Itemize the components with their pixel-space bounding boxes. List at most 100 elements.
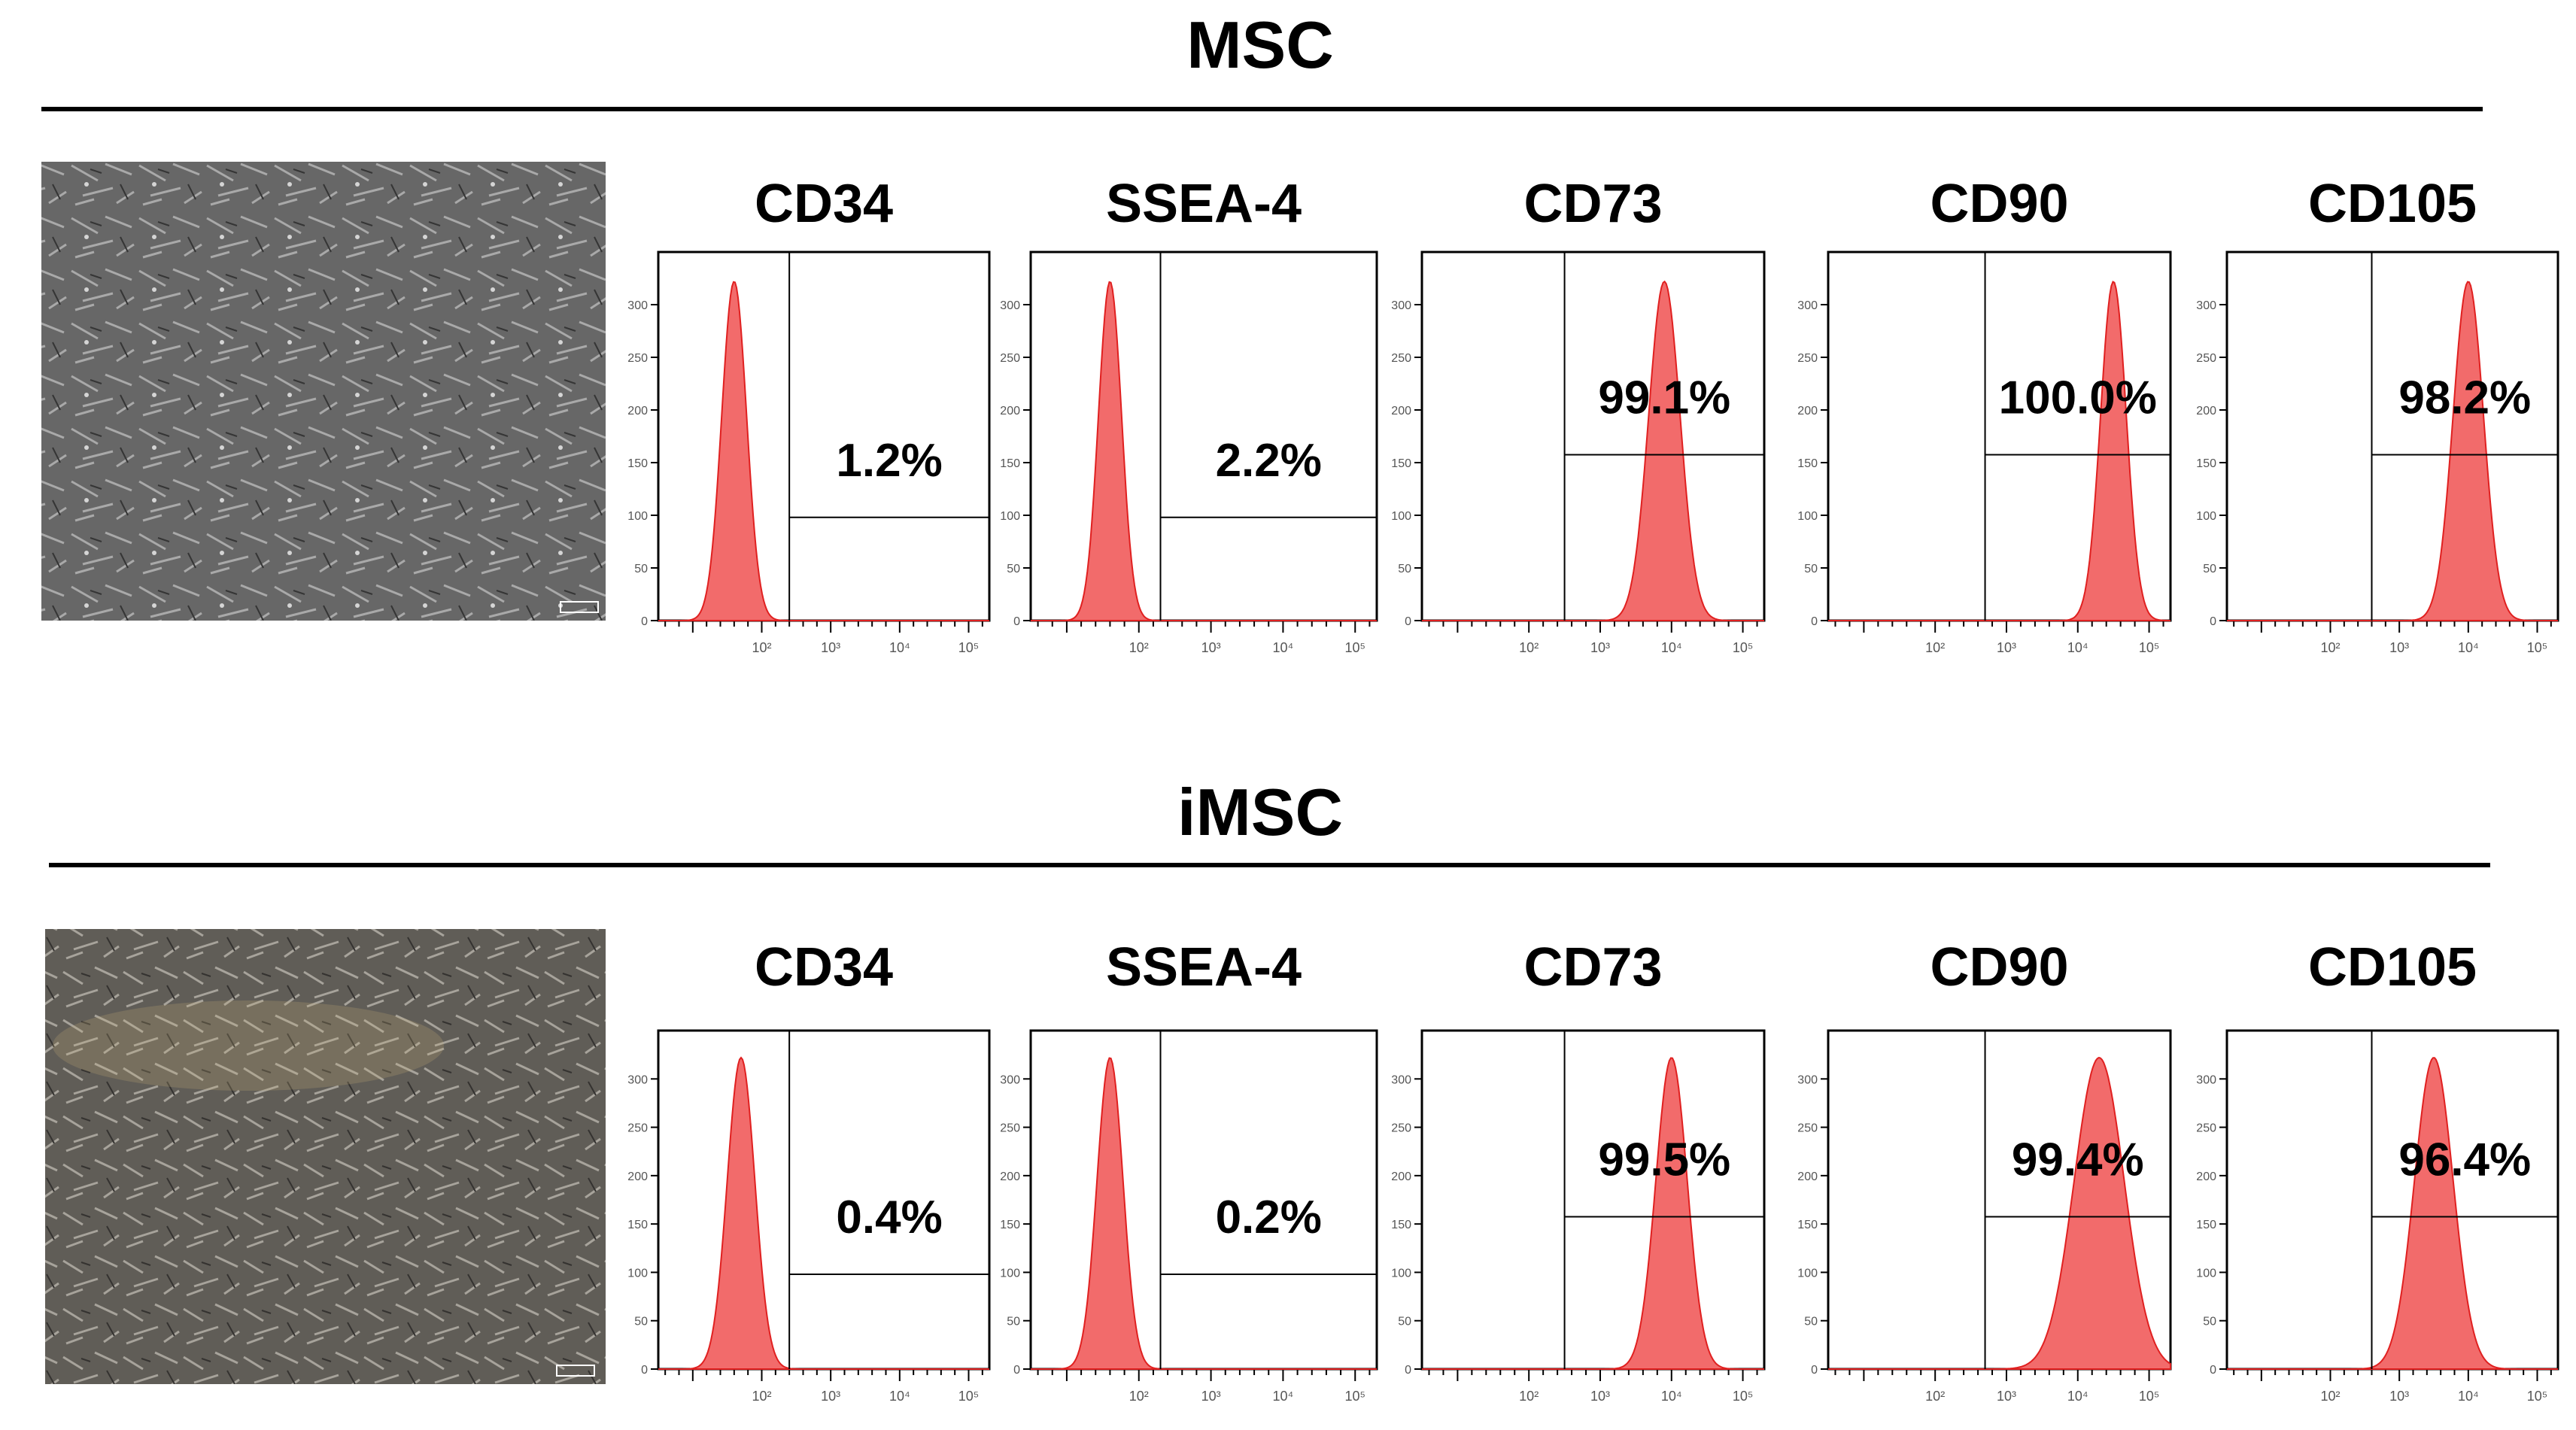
y-tick-label: 150 bbox=[1000, 457, 1020, 470]
x-tick-label: 10⁵ bbox=[958, 640, 979, 655]
y-tick-label: 200 bbox=[1000, 1170, 1020, 1183]
y-tick-label: 200 bbox=[1797, 1170, 1818, 1183]
y-tick-label: 300 bbox=[1391, 1073, 1411, 1086]
x-tick-label: 10⁵ bbox=[1345, 640, 1365, 655]
x-tick-label: 10⁴ bbox=[1661, 1389, 1682, 1404]
x-tick-label: 10⁴ bbox=[1273, 1389, 1294, 1404]
histogram-panels: CD34 0 50 100 150 200 250 300 10² 10³ 10⁴ 10⁵ 1.2% SS… bbox=[627, 174, 2559, 1404]
y-tick-label: 150 bbox=[1391, 1219, 1411, 1231]
histogram-msc-cd73: CD73 0 50 100 150 200 250 300 10² 10³ 10⁴ 10⁵ 99.1% bbox=[1391, 174, 1766, 655]
y-tick-label: 200 bbox=[627, 1170, 648, 1183]
histogram-msc-ssea-4: SSEA-4 0 50 100 150 200 250 300 10² 10³ 10⁴ 10⁵ 2.2% bbox=[1000, 174, 1378, 655]
gate-percent-label: 99.5% bbox=[1598, 1134, 1730, 1186]
y-tick-label: 200 bbox=[1000, 405, 1020, 417]
y-tick-label: 150 bbox=[1391, 457, 1411, 470]
x-tick-label: 10² bbox=[1519, 640, 1539, 655]
gate-percent-label: 2.2% bbox=[1216, 435, 1322, 487]
histogram-msc-cd105: CD105 0 50 100 150 200 250 300 10² 10³ 10⁴ 10⁵ 98.2% bbox=[2196, 174, 2559, 655]
y-tick-label: 250 bbox=[1000, 352, 1020, 365]
y-tick-label: 50 bbox=[1007, 1316, 1020, 1328]
gate-percent-label: 1.2% bbox=[836, 435, 942, 487]
histogram-area bbox=[658, 281, 989, 621]
plot-frame bbox=[2225, 250, 2559, 622]
gate-percent-label: 98.2% bbox=[2398, 372, 2531, 424]
y-tick-label: 50 bbox=[1398, 563, 1411, 575]
y-tick-label: 300 bbox=[1391, 299, 1411, 312]
y-tick-label: 100 bbox=[2196, 1267, 2216, 1280]
y-tick-label: 50 bbox=[634, 1316, 648, 1328]
x-tick-label: 10² bbox=[1925, 1389, 1945, 1404]
marker-title: CD73 bbox=[1523, 937, 1662, 997]
histogram-imsc-cd90: CD90 0 50 100 150 200 250 300 10² 10³ 10⁴ 10⁵ 99.4% bbox=[1797, 937, 2172, 1404]
y-tick-label: 200 bbox=[1391, 1170, 1411, 1183]
histogram-area bbox=[658, 1056, 989, 1370]
marker-title: CD34 bbox=[755, 174, 893, 234]
plot-frame bbox=[1420, 250, 1766, 622]
marker-title: SSEA-4 bbox=[1106, 174, 1302, 234]
y-tick-label: 100 bbox=[1391, 510, 1411, 523]
x-tick-label: 10⁵ bbox=[2139, 1389, 2159, 1404]
x-tick-label: 10⁴ bbox=[889, 640, 910, 655]
y-tick-label: 200 bbox=[1797, 405, 1818, 417]
x-tick-label: 10² bbox=[752, 640, 771, 655]
y-tick-label: 100 bbox=[627, 1267, 648, 1280]
plot-frame bbox=[1029, 1029, 1378, 1371]
x-tick-label: 10⁴ bbox=[2067, 640, 2088, 655]
panel-title-msc: MSC bbox=[1186, 8, 1334, 82]
micrograph-imsc bbox=[45, 929, 606, 1384]
histogram-imsc-cd105: CD105 0 50 100 150 200 250 300 10² 10³ 10⁴ 10⁵ 96.4% bbox=[2196, 937, 2559, 1404]
marker-title: CD105 bbox=[2308, 174, 2477, 234]
histogram-msc-cd90: CD90 0 50 100 150 200 250 300 10² 10³ 10⁴ 10⁵ 100.0% bbox=[1797, 174, 2172, 655]
plot-frame bbox=[1420, 1029, 1766, 1371]
y-tick-label: 150 bbox=[1797, 1219, 1818, 1231]
y-tick-label: 0 bbox=[2210, 1364, 2216, 1377]
x-tick-label: 10² bbox=[752, 1389, 771, 1404]
histogram-area bbox=[1031, 281, 1377, 621]
y-tick-label: 0 bbox=[1811, 1364, 1818, 1377]
y-tick-label: 300 bbox=[1000, 1073, 1020, 1086]
x-tick-label: 10² bbox=[1129, 1389, 1149, 1404]
x-tick-label: 10⁵ bbox=[2527, 640, 2547, 655]
histogram-area bbox=[2227, 281, 2558, 621]
histogram-area bbox=[1422, 1057, 1764, 1370]
x-tick-label: 10⁵ bbox=[958, 1389, 979, 1404]
y-tick-label: 150 bbox=[627, 1219, 648, 1231]
y-tick-label: 0 bbox=[1013, 1364, 1020, 1377]
y-tick-label: 150 bbox=[1000, 1219, 1020, 1231]
x-tick-label: 10³ bbox=[1590, 640, 1610, 655]
y-tick-label: 250 bbox=[2196, 352, 2216, 365]
y-tick-label: 200 bbox=[2196, 405, 2216, 417]
y-tick-label: 250 bbox=[627, 352, 648, 365]
y-tick-label: 100 bbox=[627, 510, 648, 523]
y-tick-label: 150 bbox=[2196, 1219, 2216, 1231]
y-tick-label: 50 bbox=[1804, 563, 1818, 575]
x-tick-label: 10² bbox=[1519, 1389, 1539, 1404]
histogram-imsc-ssea-4: SSEA-4 0 50 100 150 200 250 300 10² 10³ 10⁴ 10⁵ 0.2% bbox=[1000, 937, 1378, 1404]
marker-title: SSEA-4 bbox=[1106, 937, 1302, 997]
x-tick-label: 10⁵ bbox=[2139, 640, 2159, 655]
plot-frame bbox=[2225, 1029, 2559, 1371]
x-tick-label: 10³ bbox=[2389, 640, 2409, 655]
x-tick-label: 10⁴ bbox=[889, 1389, 910, 1404]
y-tick-label: 300 bbox=[1797, 1073, 1818, 1086]
y-tick-label: 50 bbox=[2203, 1316, 2216, 1328]
panel-title-imsc: iMSC bbox=[1177, 775, 1343, 849]
x-tick-label: 10⁵ bbox=[2527, 1389, 2547, 1404]
marker-title: CD73 bbox=[1523, 174, 1662, 234]
x-tick-label: 10³ bbox=[1590, 1389, 1610, 1404]
x-tick-label: 10⁴ bbox=[2067, 1389, 2088, 1404]
x-tick-label: 10³ bbox=[1997, 640, 2016, 655]
x-tick-label: 10² bbox=[1129, 640, 1149, 655]
y-tick-label: 250 bbox=[627, 1122, 648, 1135]
y-tick-label: 250 bbox=[1797, 1122, 1818, 1135]
y-tick-label: 50 bbox=[1007, 563, 1020, 575]
histogram-area bbox=[1422, 280, 1764, 621]
x-tick-label: 10⁵ bbox=[1345, 1389, 1365, 1404]
x-tick-label: 10³ bbox=[1997, 1389, 2016, 1404]
y-tick-label: 100 bbox=[1797, 1267, 1818, 1280]
x-tick-label: 10³ bbox=[1201, 640, 1221, 655]
y-tick-label: 300 bbox=[1797, 299, 1818, 312]
histogram-area bbox=[1031, 1057, 1377, 1370]
x-tick-label: 10⁴ bbox=[2458, 640, 2479, 655]
